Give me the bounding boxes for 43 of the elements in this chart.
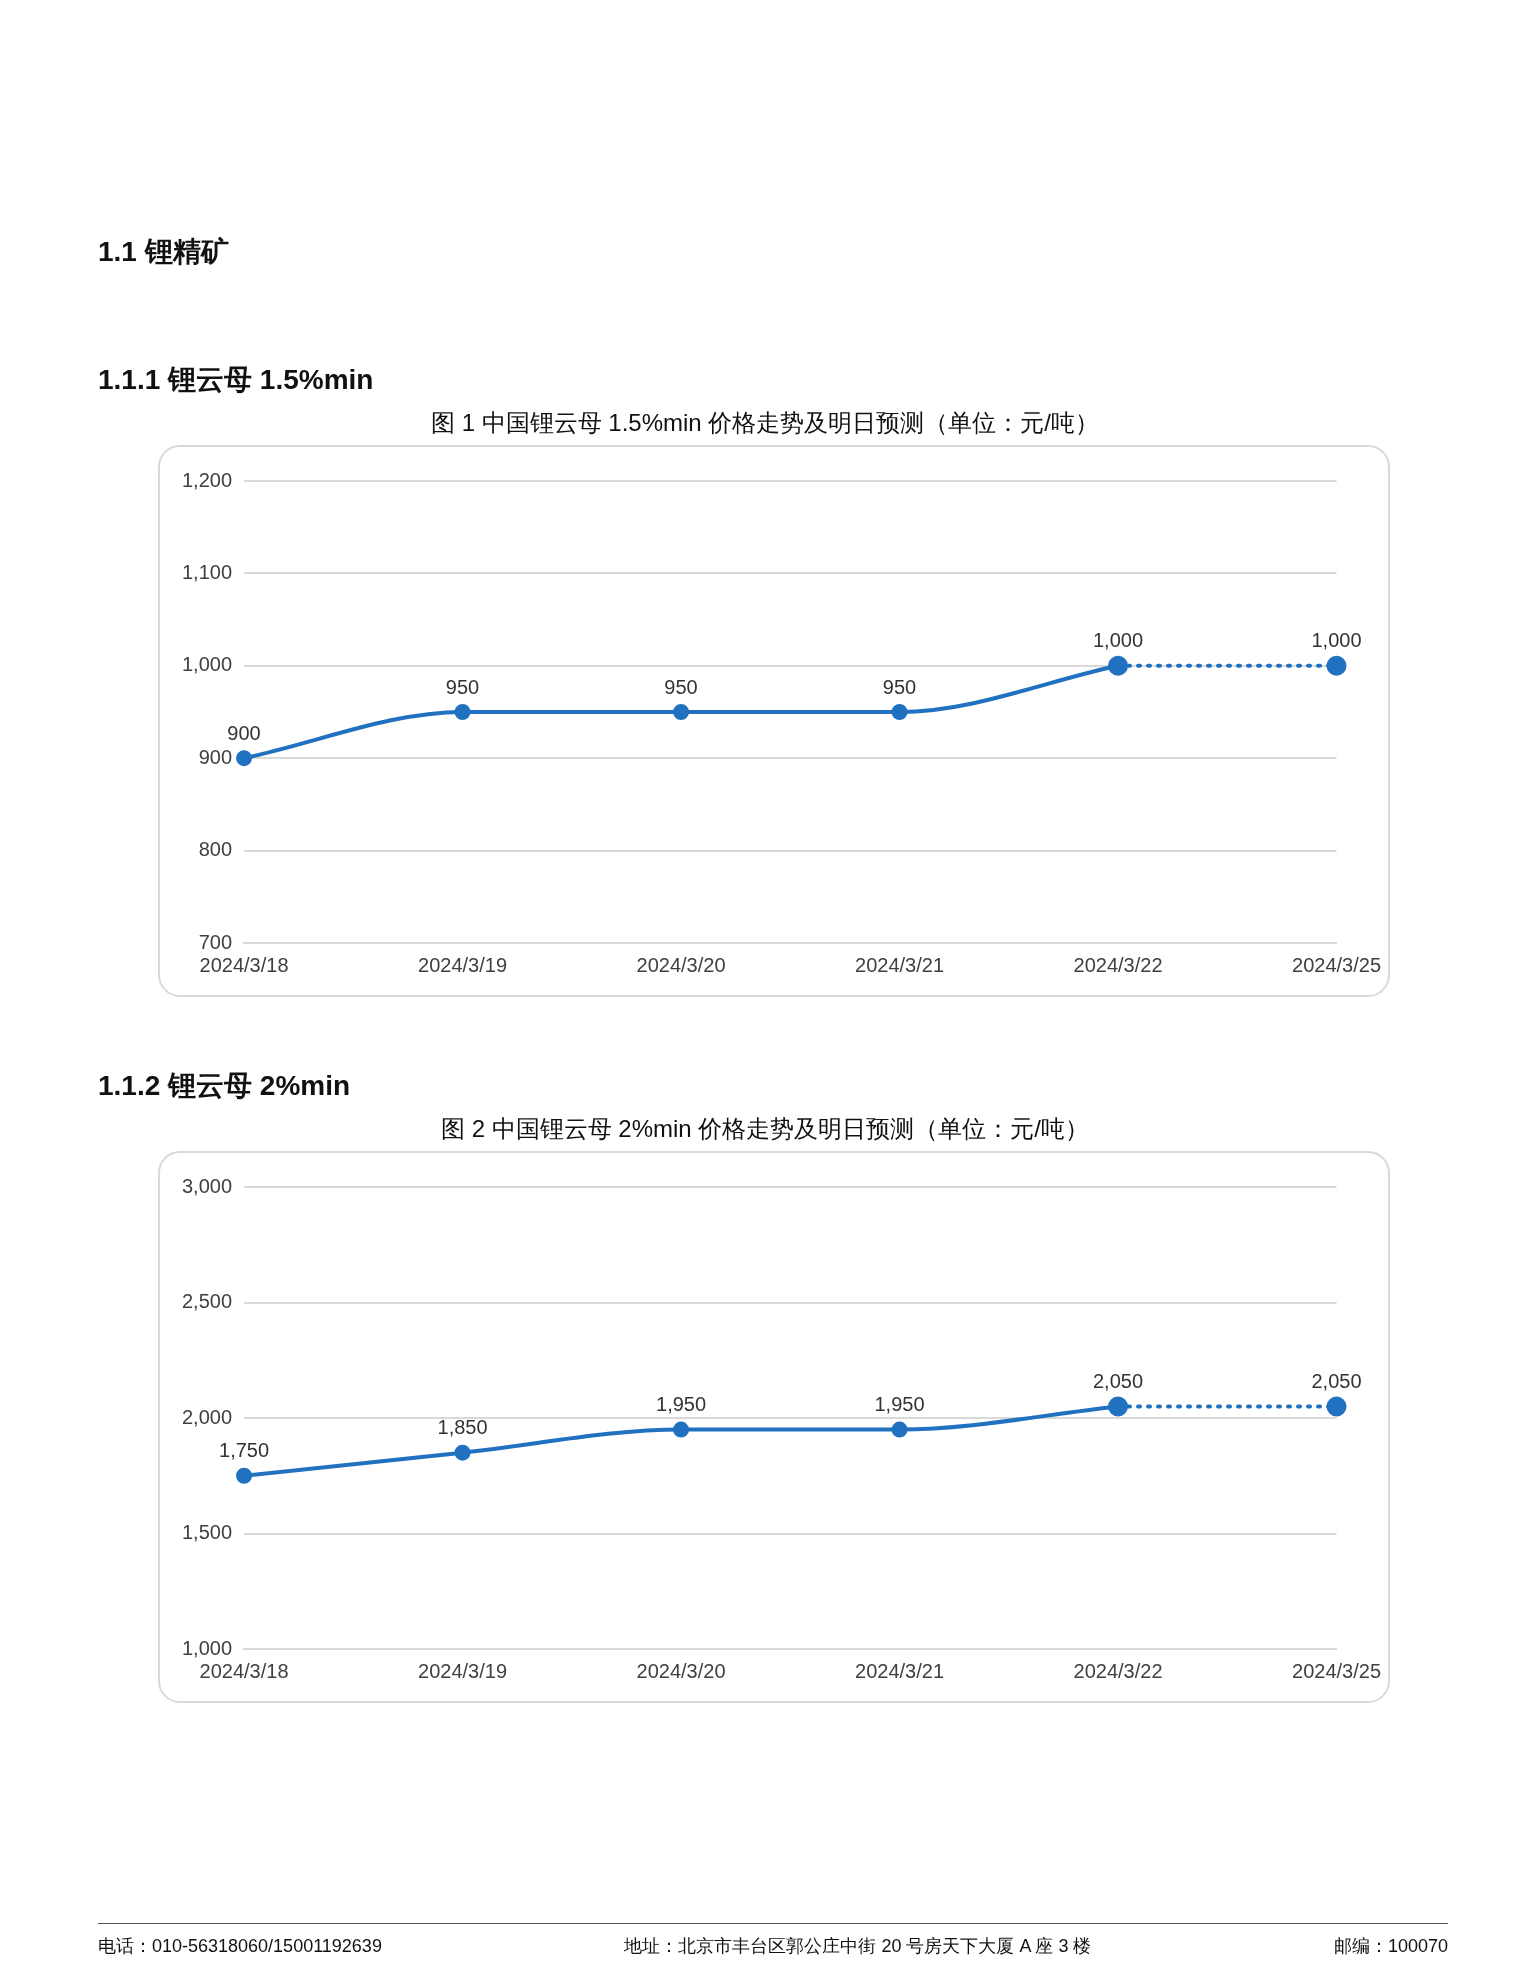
y-tick-label: 1,200 bbox=[181, 468, 233, 491]
x-tick-label: 2024/3/20 bbox=[636, 1659, 726, 1682]
text: 1.1.1 锂云母 1.5%min bbox=[98, 363, 375, 397]
x-tick-label: 2024/3/18 bbox=[199, 1659, 289, 1682]
text: 地址：北京市丰台区郭公庄中街 20 号房天下大厦 A 座 3 楼 bbox=[624, 1935, 1092, 1958]
x-tick-label: 2024/3/21 bbox=[855, 953, 945, 976]
y-tick-label: 3,000 bbox=[181, 1174, 233, 1197]
data-label: 950 bbox=[882, 675, 917, 698]
y-tick-label: 1,100 bbox=[181, 560, 233, 583]
data-label: 950 bbox=[664, 675, 698, 698]
text: 电话：010-56318060/15001192639 bbox=[98, 1935, 382, 1958]
text: 邮编：100070 bbox=[1333, 1935, 1448, 1958]
data-label: 900 bbox=[227, 721, 261, 744]
x-tick-label: 2024/3/19 bbox=[418, 1659, 508, 1682]
data-label: 1,000 bbox=[1092, 629, 1144, 652]
x-tick-label: 2024/3/20 bbox=[636, 953, 726, 976]
y-tick-label: 1,000 bbox=[181, 653, 233, 676]
chart-title: 图 2 中国锂云母 2%min 价格走势及明日预测（单位：元/吨） bbox=[439, 1114, 1090, 1144]
data-label: 1,950 bbox=[656, 1393, 707, 1416]
data-label: 950 bbox=[445, 675, 480, 698]
y-tick-label: 1,500 bbox=[181, 1521, 233, 1544]
y-tick-label: 1,000 bbox=[181, 1636, 233, 1659]
chart-title: 图 1 中国锂云母 1.5%min 价格走势及明日预测（单位：元/吨） bbox=[429, 408, 1101, 438]
data-label: 1,950 bbox=[874, 1393, 925, 1416]
data-label: 1,000 bbox=[1311, 629, 1362, 652]
y-tick-label: 2,000 bbox=[181, 1405, 233, 1428]
data-label: 2,050 bbox=[1092, 1369, 1144, 1392]
x-tick-label: 2024/3/25 bbox=[1292, 1659, 1381, 1682]
x-tick-label: 2024/3/22 bbox=[1073, 953, 1163, 976]
y-tick-label: 900 bbox=[198, 745, 233, 768]
y-tick-label: 2,500 bbox=[181, 1290, 233, 1313]
x-tick-label: 2024/3/21 bbox=[855, 1659, 945, 1682]
x-tick-label: 2024/3/25 bbox=[1292, 953, 1381, 976]
x-tick-label: 2024/3/22 bbox=[1073, 1659, 1163, 1682]
y-tick-label: 700 bbox=[198, 930, 233, 953]
data-label: 1,850 bbox=[437, 1416, 488, 1439]
y-tick-label: 800 bbox=[198, 838, 233, 861]
x-tick-label: 2024/3/18 bbox=[199, 953, 289, 976]
data-label: 2,050 bbox=[1311, 1369, 1362, 1392]
text: 1.1 锂精矿 bbox=[98, 235, 230, 269]
data-label: 1,750 bbox=[219, 1439, 270, 1462]
text: 1.1.2 锂云母 2%min bbox=[98, 1069, 352, 1103]
x-tick-label: 2024/3/19 bbox=[418, 953, 508, 976]
